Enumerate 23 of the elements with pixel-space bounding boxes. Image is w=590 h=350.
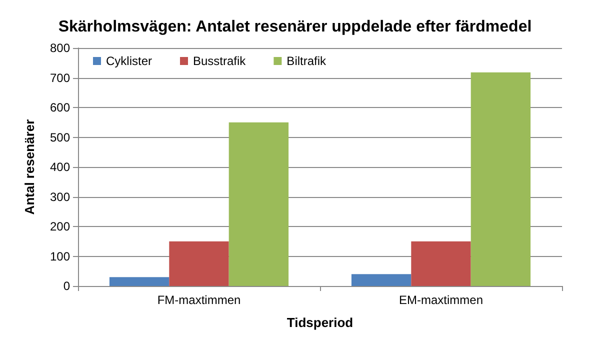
y-axis-title: Antal resenärer: [22, 119, 37, 215]
legend-label: Cyklister: [106, 54, 152, 68]
y-tick-label: 100: [50, 249, 70, 264]
x-tick-label: FM-maxtimmen: [157, 293, 241, 307]
y-tick-label: 600: [50, 100, 70, 114]
y-tick-label: 400: [50, 160, 70, 174]
legend-label: Busstrafik: [193, 54, 247, 68]
y-tick-label: 200: [50, 220, 70, 234]
bar: [411, 241, 471, 286]
bar: [351, 274, 412, 286]
legend-label: Biltrafik: [286, 54, 328, 68]
y-tick-label: 800: [50, 41, 70, 55]
bar: [228, 122, 289, 286]
chart-title: Skärholmsvägen: Antalet resenärer uppdelade efter färdmedel: [58, 18, 532, 36]
y-tick-label: 500: [50, 130, 70, 144]
bar: [470, 72, 531, 286]
bar: [109, 277, 170, 286]
y-tick-label: 700: [50, 70, 70, 85]
x-axis-title: Tidsperiod: [286, 315, 354, 330]
y-tick-label: 0: [63, 279, 70, 293]
y-tick-label: 300: [50, 190, 70, 204]
x-tick-label: EM-maxtimmen: [398, 293, 484, 307]
bar: [169, 241, 229, 286]
